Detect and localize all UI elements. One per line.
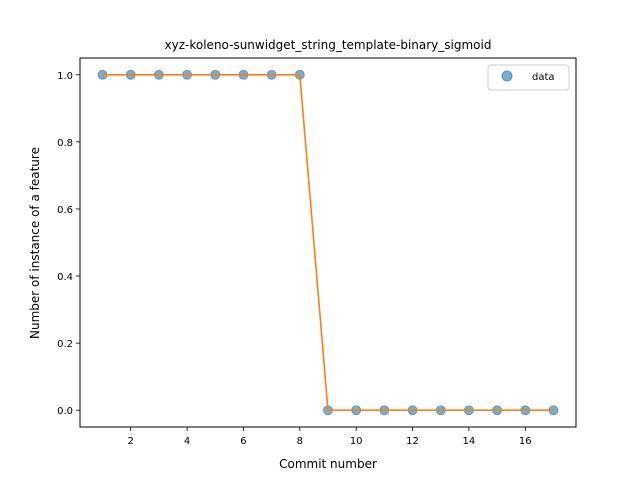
y-tick-label: 0.0 bbox=[57, 406, 73, 417]
x-tick-label: 12 bbox=[406, 436, 419, 447]
y-tick-label: 1.0 bbox=[57, 71, 73, 82]
x-tick-label: 4 bbox=[184, 436, 190, 447]
chart-title: xyz-koleno-sunwidget_string_template-bin… bbox=[165, 38, 492, 52]
x-tick-label: 8 bbox=[297, 436, 303, 447]
y-tick-label: 0.2 bbox=[57, 339, 73, 350]
y-tick-label: 0.6 bbox=[57, 205, 73, 216]
x-tick-label: 16 bbox=[519, 436, 532, 447]
x-tick-label: 14 bbox=[463, 436, 476, 447]
y-tick-label: 0.4 bbox=[57, 272, 73, 283]
x-tick-label: 2 bbox=[128, 436, 134, 447]
legend-marker bbox=[501, 70, 513, 82]
legend: data bbox=[487, 64, 570, 91]
x-axis: 2 4 6 8 10 12 14 16 bbox=[128, 427, 532, 447]
fit-line bbox=[102, 73, 554, 412]
plot-frame bbox=[79, 57, 577, 428]
x-tick-label: 6 bbox=[240, 436, 246, 447]
legend-box bbox=[487, 64, 570, 91]
y-axis: 0.0 0.2 0.4 0.6 0.8 1.0 bbox=[57, 71, 80, 417]
x-tick-label: 10 bbox=[350, 436, 363, 447]
y-axis-label: Number of instance of a feature bbox=[28, 147, 42, 339]
plot-area bbox=[97, 69, 559, 416]
legend-label-data: data bbox=[532, 72, 555, 83]
x-axis-label: Commit number bbox=[279, 457, 377, 471]
y-tick-label: 0.8 bbox=[57, 138, 73, 149]
